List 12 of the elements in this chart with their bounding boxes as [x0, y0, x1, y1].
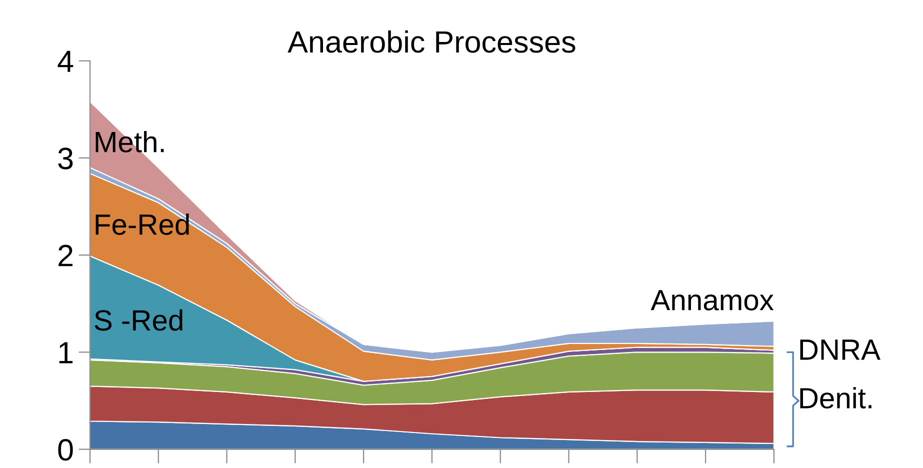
- y-tick-label: 0: [58, 439, 73, 461]
- chart-title: Anaerobic Processes: [288, 30, 576, 53]
- series-label: Fe-Red: [96, 214, 189, 235]
- series-label: S -Red: [94, 309, 182, 331]
- series-label: Meth.: [96, 130, 164, 152]
- series-label: Annamox: [650, 290, 774, 310]
- y-tick-label: 4: [58, 50, 74, 72]
- y-tick-label: 2: [58, 244, 72, 266]
- y-tick-label: 1: [59, 342, 73, 364]
- text: Denit.: [800, 387, 872, 409]
- y-tick-label: 3: [58, 148, 73, 170]
- text: DNRA: [800, 340, 880, 360]
